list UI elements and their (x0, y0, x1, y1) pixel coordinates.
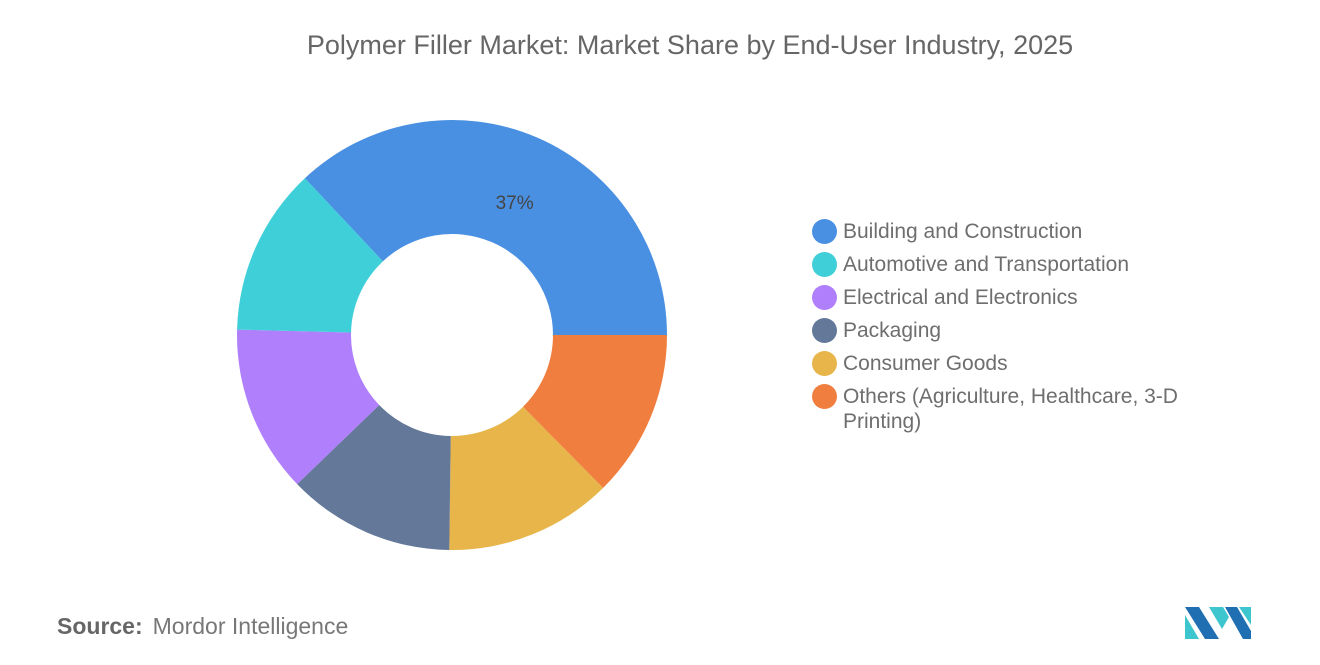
legend-label: Electrical and Electronics (843, 286, 1078, 309)
data-label: 37% (496, 193, 534, 214)
legend-label: Packaging (843, 319, 942, 342)
legend-item: Electrical and Electronics (812, 285, 1212, 310)
legend-swatch-icon (812, 285, 837, 310)
source-value: Mordor Intelligence (152, 613, 349, 639)
donut-slice-2 (237, 178, 383, 333)
donut-slice-1 (304, 119, 667, 335)
legend-swatch-icon (812, 351, 837, 376)
legend-item: Building and Construction (812, 219, 1212, 244)
legend-item: Consumer Goods (812, 351, 1212, 376)
source-label: Source: (57, 613, 143, 639)
legend-swatch-icon (812, 318, 837, 343)
legend-label: Building and Construction (843, 220, 1083, 243)
legend-label: Others (Agriculture, Healthcare, 3-D Pri… (843, 385, 1178, 433)
legend: Building and Construction Automotive and … (812, 219, 1212, 442)
chart-title: Polymer Filler Market: Market Share by E… (306, 30, 1074, 60)
legend-swatch-icon (812, 219, 837, 244)
source-line: Source: Mordor Intelligence (57, 613, 348, 640)
legend-item: Packaging (812, 318, 1212, 343)
legend-label: Automotive and Transportation (843, 253, 1130, 276)
legend-swatch-icon (812, 252, 837, 277)
donut-slice-6 (522, 335, 667, 488)
legend-swatch-icon (812, 384, 837, 409)
legend-item: Others (Agriculture, Healthcare, 3-D Pri… (812, 384, 1212, 434)
mordor-intelligence-logo-icon (1185, 607, 1251, 639)
donut-slice-4 (297, 405, 451, 550)
donut-slice-5 (449, 406, 604, 550)
legend-label: Consumer Goods (843, 352, 1008, 375)
donut-slice-3 (237, 329, 380, 485)
legend-item: Automotive and Transportation (812, 252, 1212, 277)
